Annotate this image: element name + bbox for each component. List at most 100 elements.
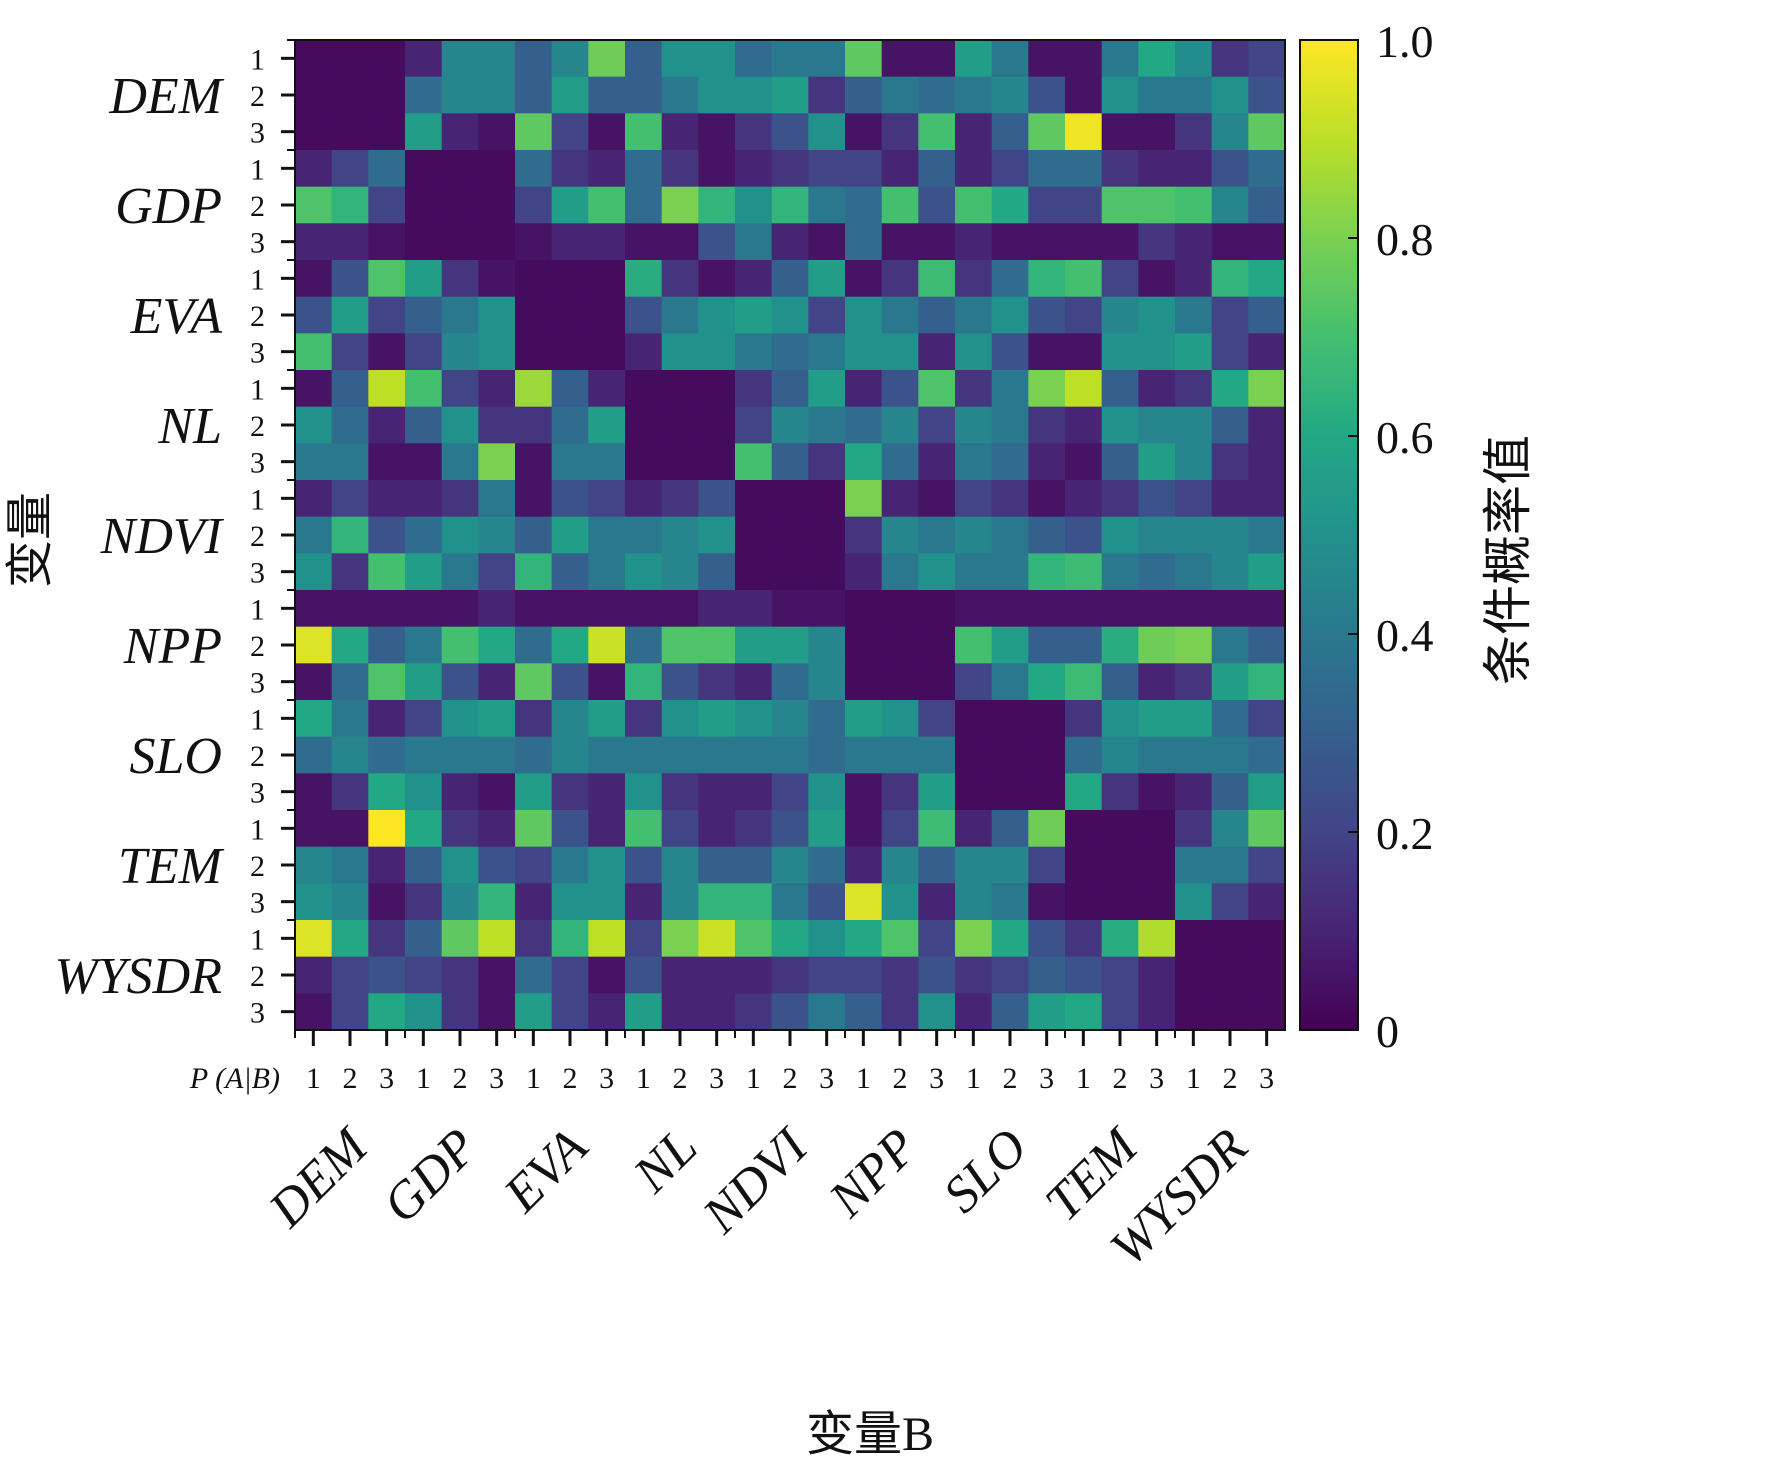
heatmap-cell [331, 223, 369, 261]
heatmap-cell [331, 810, 369, 848]
heatmap-cell [625, 223, 663, 261]
heatmap-cell [1028, 516, 1066, 554]
heatmap-cell [918, 993, 956, 1031]
heatmap-cell [881, 443, 919, 481]
heatmap-cell [698, 296, 736, 334]
y-axis-title: 变量 [4, 492, 57, 588]
row-level-label: 3 [250, 667, 265, 700]
heatmap-cell [625, 663, 663, 701]
heatmap-cell [368, 333, 406, 371]
heatmap-cell [735, 370, 773, 408]
heatmap-cell [1101, 883, 1139, 921]
heatmap-cell [1065, 333, 1103, 371]
heatmap-cell [405, 150, 443, 188]
heatmap-cell [1101, 260, 1139, 298]
heatmap-cell [295, 480, 333, 518]
heatmap-cell [588, 553, 626, 591]
heatmap-cell [661, 883, 699, 921]
heatmap-cell [625, 186, 663, 224]
heatmap-cell [698, 553, 736, 591]
heatmap-cell [405, 443, 443, 481]
heatmap-cell [1028, 76, 1066, 114]
heatmap-cell [1028, 663, 1066, 701]
heatmap-cell [845, 333, 883, 371]
heatmap-cell [735, 663, 773, 701]
heatmap-cell [588, 40, 626, 78]
heatmap-cell [955, 993, 993, 1031]
heatmap-cell [698, 443, 736, 481]
heatmap-cell [771, 626, 809, 664]
heatmap-cell [478, 553, 516, 591]
heatmap-cell [1211, 186, 1249, 224]
heatmap-cell [331, 333, 369, 371]
heatmap-cell [735, 993, 773, 1031]
heatmap-cell [808, 516, 846, 554]
heatmap-cell [881, 296, 919, 334]
heatmap-cell [991, 956, 1029, 994]
heatmap-cell [698, 406, 736, 444]
heatmap-cell [478, 406, 516, 444]
heatmap-cell [698, 700, 736, 738]
heatmap-cell [588, 260, 626, 298]
heatmap-cell [405, 736, 443, 774]
heatmap-cell [991, 40, 1029, 78]
heatmap-cell [368, 810, 406, 848]
heatmap-cell [1248, 846, 1286, 884]
heatmap-cell [698, 76, 736, 114]
heatmap-cell [1138, 736, 1176, 774]
heatmap-cell [1101, 113, 1139, 151]
heatmap-cell [1138, 40, 1176, 78]
heatmap-cell [771, 260, 809, 298]
heatmap-cell [1065, 773, 1103, 811]
heatmap-cell [661, 700, 699, 738]
heatmap-cell [881, 700, 919, 738]
heatmap-cell [551, 480, 589, 518]
heatmap-cell [405, 663, 443, 701]
heatmap-cell [735, 480, 773, 518]
heatmap-cell [368, 736, 406, 774]
heatmap-cell [1175, 700, 1213, 738]
heatmap-cell [441, 846, 479, 884]
heatmap-cell [698, 920, 736, 958]
heatmap-cell [1065, 956, 1103, 994]
heatmap-cell [441, 993, 479, 1031]
heatmap-cell [845, 626, 883, 664]
heatmap-cell [771, 76, 809, 114]
heatmap-cell [918, 150, 956, 188]
heatmap-cell [1211, 553, 1249, 591]
heatmap-cell [808, 883, 846, 921]
heatmap-cell [1175, 150, 1213, 188]
heatmap-cell [295, 700, 333, 738]
heatmap-cell [368, 150, 406, 188]
heatmap-cell [808, 956, 846, 994]
heatmap-cell [1138, 260, 1176, 298]
heatmap-cell [771, 370, 809, 408]
heatmap-cell [588, 700, 626, 738]
heatmap-cell [845, 883, 883, 921]
heatmap-cell [1211, 480, 1249, 518]
heatmap-cell [331, 773, 369, 811]
row-level-label: 3 [250, 887, 265, 920]
heatmap-cell [441, 443, 479, 481]
heatmap-cell [478, 443, 516, 481]
heatmap-cell [331, 443, 369, 481]
heatmap-cell [478, 810, 516, 848]
heatmap-cell [368, 296, 406, 334]
heatmap-cell [368, 516, 406, 554]
heatmap-cell [1175, 810, 1213, 848]
heatmap-cell [955, 663, 993, 701]
heatmap-cell [808, 40, 846, 78]
heatmap-cell [1211, 626, 1249, 664]
heatmap-cell [405, 590, 443, 628]
heatmap-cell [771, 883, 809, 921]
heatmap-cell [735, 736, 773, 774]
row-level-label: 3 [250, 557, 265, 590]
heatmap-cell [1065, 920, 1103, 958]
heatmap-cell [881, 590, 919, 628]
heatmap-cell [771, 223, 809, 261]
heatmap-cell [441, 626, 479, 664]
heatmap-cell [1211, 663, 1249, 701]
heatmap-cell [955, 480, 993, 518]
heatmap-cell [368, 260, 406, 298]
heatmap-cell [1248, 993, 1286, 1031]
